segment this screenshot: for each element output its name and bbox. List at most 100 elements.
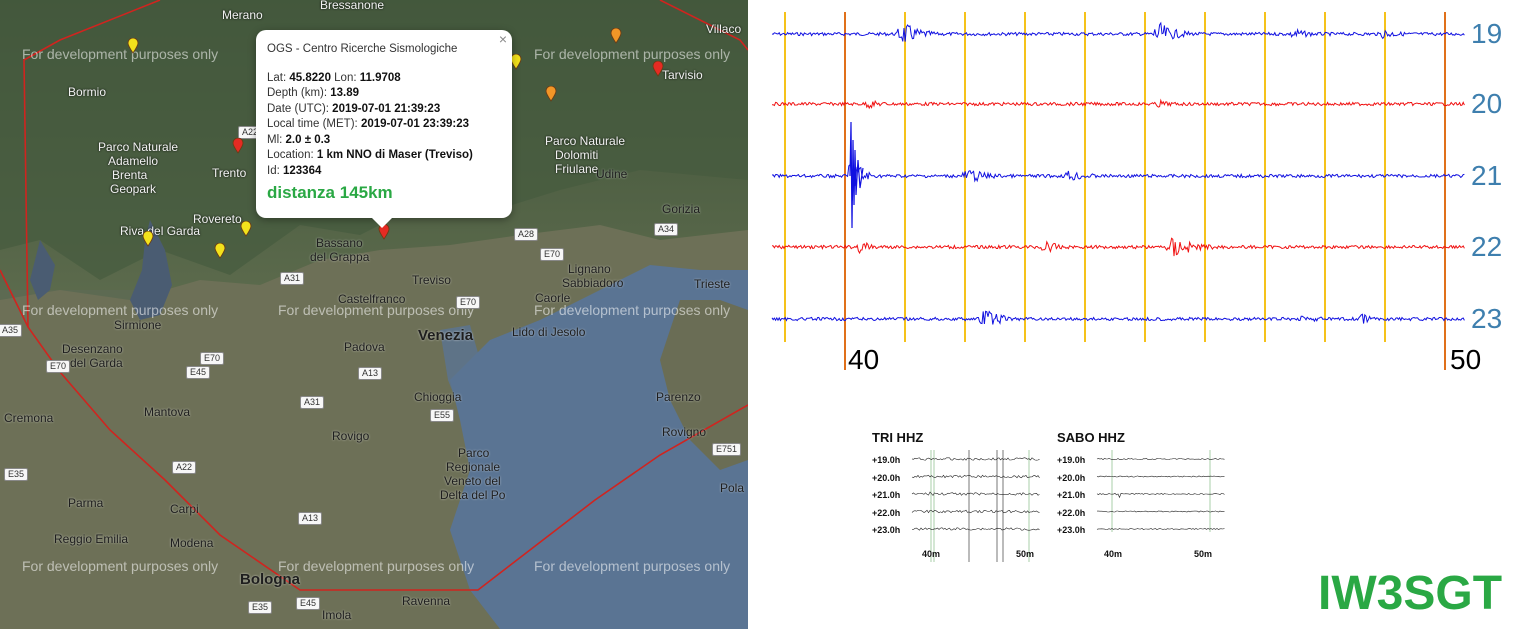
distance-label: distanza 145km	[267, 183, 393, 202]
station-minute-label: 40m	[1104, 549, 1123, 559]
station-hour-label: +23.0h	[872, 525, 901, 535]
city-label: Chioggia	[414, 390, 462, 404]
station-minute-label: 50m	[1016, 549, 1035, 559]
city-label: Rovereto	[193, 212, 242, 226]
station-title: TRI HHZ	[872, 430, 924, 445]
city-label: Bassano	[316, 236, 363, 250]
road-shield: E45	[296, 597, 321, 610]
road-shield: E751	[712, 443, 742, 456]
station-mini-plot	[1096, 450, 1225, 532]
magnitude-value: 2.0 ± 0.3	[285, 133, 331, 146]
road-shield: E70	[540, 248, 565, 261]
station-hour-label: +20.0h	[1057, 472, 1086, 483]
road-shield: A28	[514, 228, 539, 241]
city-label: Desenzano	[62, 342, 123, 356]
city-label: Castelfranco	[338, 292, 406, 306]
road-shield: E45	[186, 366, 211, 379]
hour-label: 19	[1471, 18, 1503, 49]
map-pin-icon[interactable]	[232, 138, 244, 154]
city-label: del Grappa	[310, 250, 370, 264]
city-label: Parenzo	[656, 390, 701, 404]
station-minute-label: 40m	[922, 549, 941, 559]
city-label: Geopark	[110, 182, 157, 196]
city-label: Veneto del	[444, 474, 501, 488]
city-label: Trieste	[694, 277, 731, 291]
road-shield: E70	[46, 360, 71, 373]
city-label: Treviso	[412, 273, 451, 287]
hour-label: 20	[1471, 88, 1503, 119]
road-shield: A22	[172, 461, 197, 474]
minute-label: 50	[1450, 344, 1482, 375]
station-hour-label: +22.0h	[1057, 507, 1086, 518]
hour-label: 23	[1471, 303, 1503, 334]
road-shield: E35	[248, 601, 273, 614]
map-pin-icon[interactable]	[142, 231, 154, 247]
earthquake-info-popup: × OGS - Centro Ricerche Sismologiche Lat…	[256, 30, 512, 228]
map-view[interactable]: For development purposes only For develo…	[0, 0, 748, 629]
map-pin-icon[interactable]	[652, 61, 664, 77]
road-shield: A13	[298, 512, 323, 525]
city-label: Parco Naturale	[98, 140, 179, 154]
station-hour-label: +21.0h	[1057, 490, 1086, 500]
city-label: Sirmione	[114, 318, 162, 332]
popup-id: Id: 123364	[267, 164, 322, 177]
city-label: Imola	[322, 608, 352, 622]
road-shield: A34	[654, 223, 679, 236]
station-title: SABO HHZ	[1057, 430, 1125, 445]
watermark: For development purposes only	[534, 302, 731, 318]
road-shield: E35	[4, 468, 29, 481]
seismic-trace	[771, 310, 1465, 325]
city-label: Merano	[222, 8, 263, 22]
map-pin-icon[interactable]	[127, 38, 139, 54]
city-label: Bormio	[68, 85, 107, 99]
station-hour-label: +20.0h	[872, 472, 901, 483]
road-shield: A35	[0, 324, 23, 337]
city-label: Sabbiadoro	[562, 276, 624, 290]
city-label: Modena	[170, 536, 214, 550]
road-shield: E55	[430, 409, 455, 422]
seismic-trace	[771, 237, 1465, 257]
watermark: For development purposes only	[534, 558, 731, 574]
watermark: For development purposes only	[22, 302, 219, 318]
road-shield: A13	[358, 367, 383, 380]
city-label: Adamello	[108, 154, 159, 168]
location-value: 1 km NNO di Maser (Treviso)	[316, 149, 473, 161]
city-label: Bologna	[240, 571, 300, 588]
map-pin-icon[interactable]	[610, 28, 622, 44]
city-label: Caorle	[535, 291, 571, 305]
city-label: Parco	[458, 446, 490, 460]
city-label: Udine	[596, 167, 628, 181]
watermark: For development purposes only	[534, 46, 731, 62]
road-shield: E70	[456, 296, 481, 309]
city-label: Brenta	[112, 168, 148, 182]
city-label: Carpi	[170, 502, 199, 516]
map-pin-icon[interactable]	[214, 243, 226, 259]
station-hour-label: +23.0h	[1057, 525, 1086, 535]
latitude-value: 45.8220	[289, 71, 331, 84]
city-label: Villaco	[706, 22, 742, 36]
road-shield: A31	[280, 272, 305, 285]
map-pin-icon[interactable]	[545, 86, 557, 102]
city-label: Bressanone	[320, 0, 385, 12]
map-pin-icon[interactable]	[240, 221, 252, 237]
city-label: Regionale	[446, 460, 501, 474]
city-label: Gorizia	[662, 202, 701, 216]
city-label: Riva del Garda	[120, 224, 201, 238]
close-icon[interactable]: ×	[498, 31, 507, 47]
city-label: Parma	[68, 496, 104, 510]
callsign-label: IW3SGT	[1318, 567, 1503, 620]
earthquake-spike	[849, 121, 864, 229]
hour-label: 21	[1471, 160, 1503, 191]
id-value: 123364	[282, 164, 322, 177]
watermark: For development purposes only	[22, 46, 219, 62]
station-hour-label: +21.0h	[872, 490, 901, 500]
popup-title: OGS - Centro Ricerche Sismologiche	[267, 43, 458, 55]
popup-coords: Lat: 45.8220 Lon: 11.9708	[267, 71, 401, 84]
popup-depth: Depth (km): 13.89	[267, 87, 360, 99]
city-label: del Garda	[70, 356, 123, 370]
station-minute-label: 50m	[1194, 549, 1213, 559]
watermark: For development purposes only	[278, 558, 475, 574]
popup-location: Location: 1 km NNO di Maser (Treviso)	[267, 149, 473, 161]
popup-date: Date (UTC): 2019-07-01 21:39:23	[267, 102, 441, 115]
